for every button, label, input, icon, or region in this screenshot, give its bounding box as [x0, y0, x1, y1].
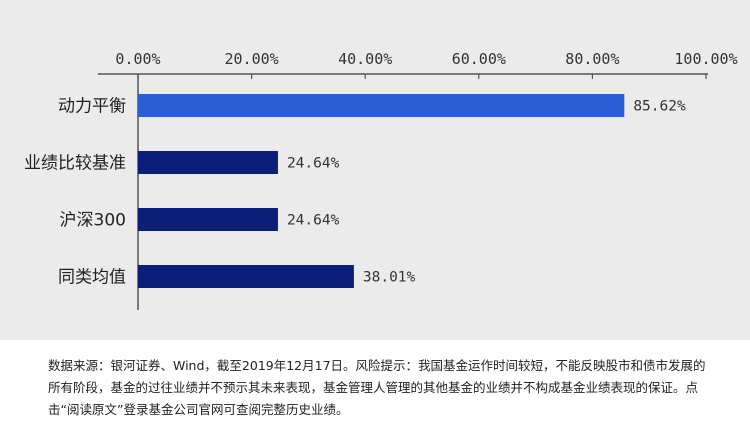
x-tick-label: 100.00%	[674, 50, 737, 68]
bar-chart: 0.00% 20.00% 40.00% 60.00% 80.00% 100.00% 85.6…	[24, 50, 738, 310]
bar-value-label: 24.64%	[287, 156, 340, 172]
category-label: 沪深300	[60, 211, 126, 231]
category-label: 动力平衡	[58, 97, 126, 117]
footnote: 数据来源：银河证券、Wind，截至2019年12月17日。风险提示：我国基金运作…	[48, 358, 706, 417]
x-tick-label: 80.00%	[565, 50, 619, 68]
bar	[138, 94, 625, 117]
category-label: 同类均值	[58, 268, 126, 288]
chart-panel: 0.00% 20.00% 40.00% 60.00% 80.00% 100.00% 85.6…	[0, 0, 750, 340]
x-tick-label: 0.00%	[115, 50, 160, 68]
bar-value-label: 24.64%	[287, 213, 340, 229]
x-tick-label: 60.00%	[452, 50, 506, 68]
bar-value-label: 85.62%	[633, 99, 686, 115]
category-label: 业绩比较基准	[24, 154, 126, 174]
bar	[138, 151, 278, 174]
bar	[138, 265, 354, 288]
x-tick-label: 40.00%	[338, 50, 392, 68]
bar-value-label: 38.01%	[363, 270, 416, 286]
bar	[138, 208, 278, 231]
x-tick-label: 20.00%	[225, 50, 279, 68]
